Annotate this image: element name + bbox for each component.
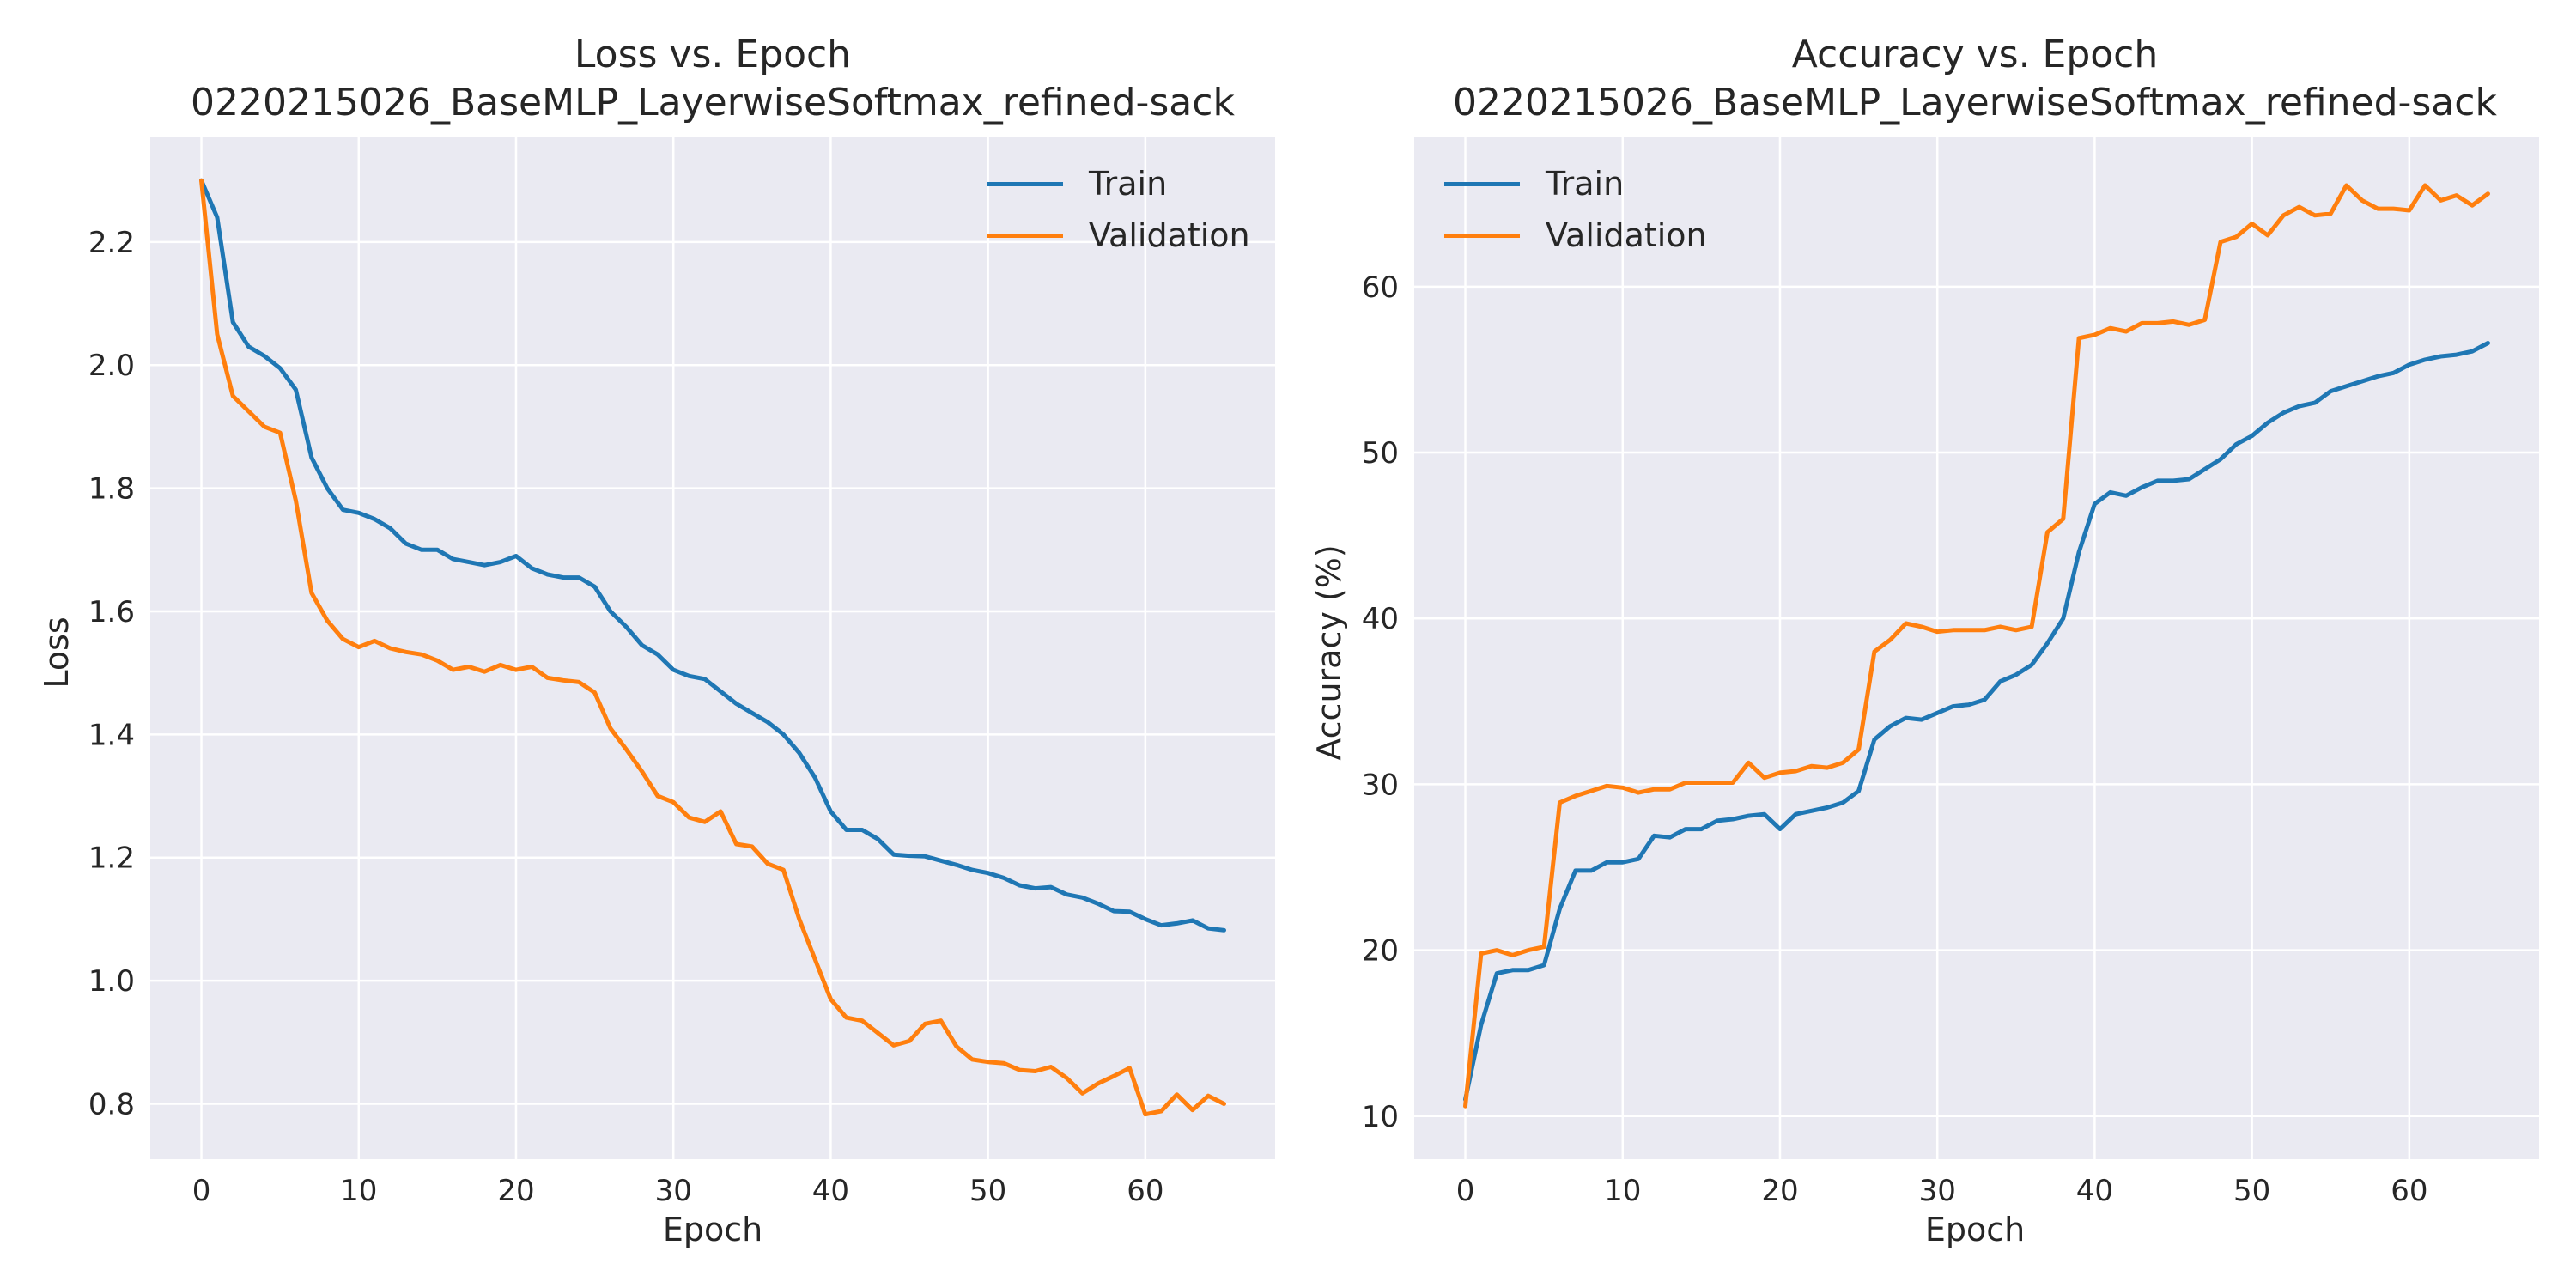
accuracy-y-tick-label: 10: [1362, 1100, 1399, 1134]
legend-item-train: Train: [987, 161, 1331, 204]
loss-x-tick-label: 40: [812, 1174, 849, 1208]
legend-label-validation: Validation: [1546, 216, 1707, 254]
accuracy-y-tick-label: 30: [1362, 768, 1399, 802]
loss-chart-title-line1: Loss vs. Epoch: [574, 33, 852, 76]
loss-x-tick-label: 60: [1127, 1174, 1163, 1208]
loss-chart-title-line2: 0220215026_BaseMLP_LayerwiseSoftmax_refi…: [191, 81, 1235, 125]
legend-item-validation: Validation: [987, 213, 1331, 256]
loss-chart-title: Loss vs. Epoch 0220215026_BaseMLP_Layerw…: [112, 31, 1314, 127]
loss-y-tick-label: 1.8: [88, 472, 135, 507]
loss-validation-line: [199, 178, 1226, 1117]
accuracy-x-tick-label: 0: [1456, 1174, 1475, 1208]
loss-x-tick-label: 50: [969, 1174, 1006, 1208]
legend-label-validation: Validation: [1089, 216, 1250, 254]
accuracy-x-tick-label: 10: [1604, 1174, 1641, 1208]
legend-item-train: Train: [1444, 161, 1788, 204]
loss-x-tick-label: 20: [497, 1174, 534, 1208]
loss-train-line: [199, 178, 1226, 933]
accuracy-y-tick-label: 40: [1362, 602, 1399, 636]
loss-plot-background: [150, 137, 1275, 1159]
legend-swatch-train: [987, 182, 1063, 186]
loss-x-tick-label: 0: [192, 1174, 211, 1208]
accuracy-chart-title: Accuracy vs. Epoch 0220215026_BaseMLP_La…: [1374, 31, 2576, 127]
loss-y-tick-label: 2.0: [88, 349, 135, 383]
accuracy-y-tick-label: 60: [1362, 270, 1399, 305]
legend-swatch-validation: [1444, 234, 1520, 238]
accuracy-y-tick-label: 20: [1362, 934, 1399, 969]
accuracy-chart-title-line2: 0220215026_BaseMLP_LayerwiseSoftmax_refi…: [1453, 81, 2497, 125]
legend-item-validation: Validation: [1444, 213, 1788, 256]
accuracy-x-axis-label: Epoch: [1924, 1211, 2026, 1249]
accuracy-x-tick-label: 40: [2076, 1174, 2113, 1208]
accuracy-validation-line: [1463, 183, 2490, 1109]
accuracy-x-tick-label: 20: [1761, 1174, 1798, 1208]
legend-swatch-validation: [987, 234, 1063, 238]
loss-y-tick-label: 2.2: [88, 226, 135, 260]
loss-y-tick-label: 1.4: [88, 718, 135, 752]
accuracy-train-line: [1463, 341, 2490, 1102]
accuracy-y-tick-label: 50: [1362, 436, 1399, 471]
loss-x-axis-label: Epoch: [662, 1211, 763, 1249]
loss-y-tick-label: 0.8: [88, 1087, 135, 1121]
accuracy-x-tick-label: 60: [2391, 1174, 2427, 1208]
legend-label-train: Train: [1089, 165, 1168, 203]
accuracy-y-axis-label: Accuracy (%): [1310, 544, 1348, 761]
loss-y-tick-label: 1.0: [88, 964, 135, 999]
legend-swatch-train: [1444, 182, 1520, 186]
accuracy-x-tick-label: 30: [1919, 1174, 1956, 1208]
loss-y-tick-label: 1.6: [88, 595, 135, 629]
accuracy-plot-background: [1414, 137, 2539, 1159]
loss-y-tick-label: 1.2: [88, 841, 135, 876]
accuracy-x-tick-label: 50: [2233, 1174, 2270, 1208]
loss-x-tick-label: 30: [655, 1174, 692, 1208]
accuracy-chart-title-line1: Accuracy vs. Epoch: [1791, 33, 2159, 76]
loss-x-tick-label: 10: [340, 1174, 377, 1208]
legend-label-train: Train: [1546, 165, 1625, 203]
